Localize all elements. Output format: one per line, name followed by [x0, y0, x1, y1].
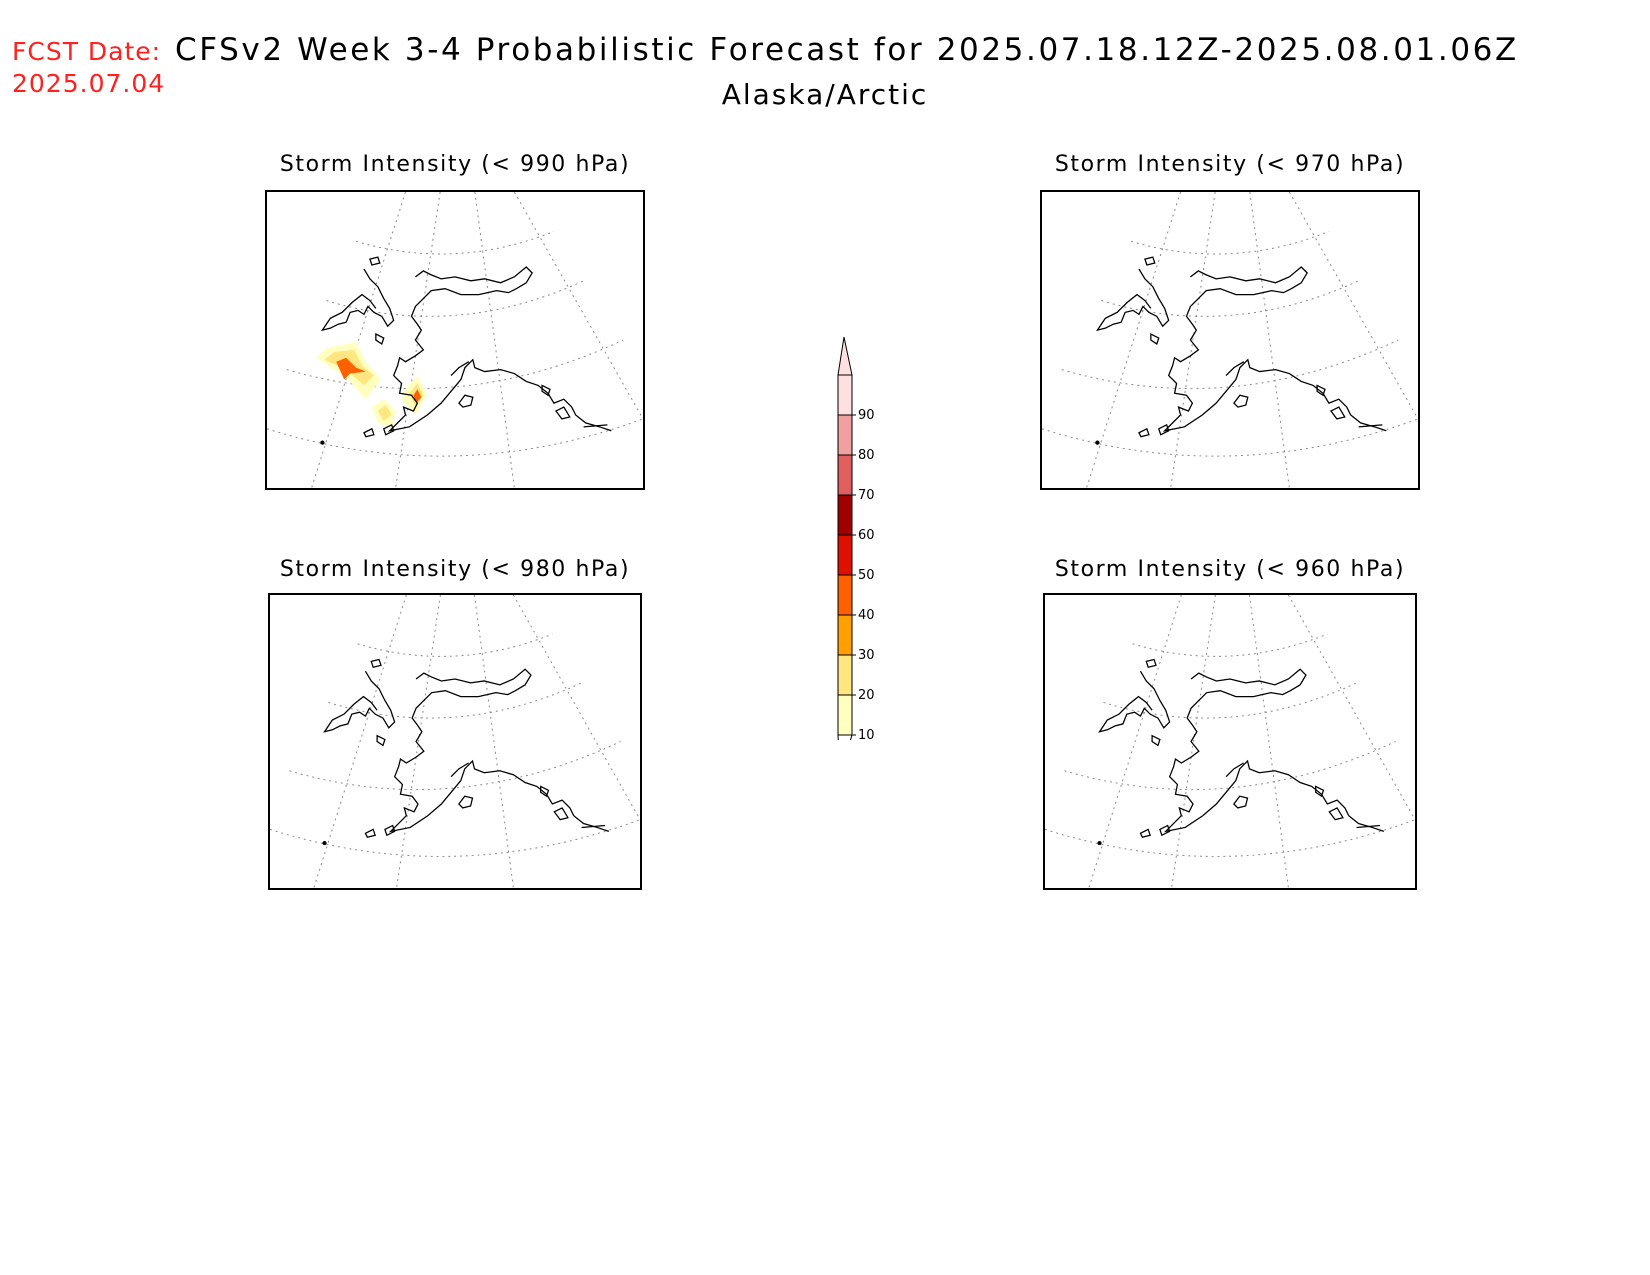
- legend-label-10: 10: [858, 728, 875, 740]
- map-panel-970: [1040, 190, 1420, 490]
- panel-title-960: Storm Intensity (< 960 hPa): [1054, 557, 1406, 582]
- legend-swatch-40: [838, 575, 852, 615]
- legend-label-20: 20: [858, 688, 875, 703]
- legend-label-90: 90: [858, 408, 875, 423]
- legend-wedge-high: [837, 336, 853, 376]
- map-panel-990: [265, 190, 645, 490]
- map-svg: [270, 595, 640, 888]
- probability-shading: [316, 341, 428, 429]
- legend-label-50: 50: [858, 568, 875, 583]
- map-svg: [1042, 192, 1418, 488]
- coastline: [322, 658, 610, 846]
- fcst-date-block: FCST Date: 2025.07.04: [12, 36, 165, 100]
- legend-outline: [837, 375, 853, 735]
- graticule-lines: [267, 192, 643, 488]
- fcst-date-label: FCST Date:: [12, 37, 162, 66]
- legend-label-30: 30: [858, 648, 875, 663]
- panel-title-990: Storm Intensity (< 990 hPa): [279, 152, 631, 177]
- legend-swatch-70: [838, 455, 852, 495]
- map-svg: [1045, 595, 1415, 888]
- legend-wedge-low: [837, 734, 853, 776]
- legend-swatch-50: [838, 535, 852, 575]
- map-panel-980: [268, 593, 642, 890]
- legend-label-60: 60: [858, 528, 875, 543]
- region-subtitle: Alaska/Arctic: [721, 78, 929, 111]
- coastline: [1097, 658, 1385, 846]
- page-title: CFSv2 Week 3-4 Probabilistic Forecast fo…: [175, 32, 1519, 68]
- graticule-lines: [270, 595, 640, 888]
- map-panel-960: [1043, 593, 1417, 890]
- panel-title-980: Storm Intensity (< 980 hPa): [279, 557, 631, 582]
- legend-swatch-80: [838, 415, 852, 455]
- legend-colorbar: 10 20 30 40 50 60 70 80 90: [837, 336, 875, 776]
- legend-swatch-60: [838, 495, 852, 535]
- legend-label-80: 80: [858, 448, 875, 463]
- coastline: [1095, 256, 1387, 445]
- graticule-lines: [1045, 595, 1415, 888]
- coastline: [320, 256, 612, 445]
- graticule-lines: [1042, 192, 1418, 488]
- legend-swatch-10: [838, 695, 852, 735]
- legend-label-40: 40: [858, 608, 875, 623]
- legend-label-70: 70: [858, 488, 875, 503]
- legend-swatch-90: [838, 375, 852, 415]
- panel-title-970: Storm Intensity (< 970 hPa): [1054, 152, 1406, 177]
- fcst-date-value: 2025.07.04: [12, 69, 166, 98]
- legend-swatch-30: [838, 615, 852, 655]
- legend-swatch-20: [838, 655, 852, 695]
- color-legend: 10 20 30 40 50 60 70 80 90: [820, 335, 890, 776]
- map-svg: [267, 192, 643, 488]
